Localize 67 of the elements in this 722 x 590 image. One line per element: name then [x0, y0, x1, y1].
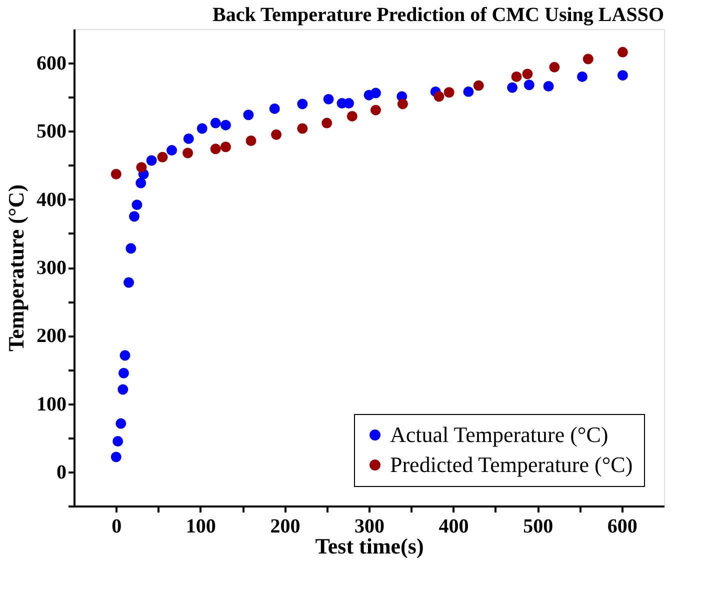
- y-tick-label: 300: [36, 257, 66, 279]
- point: [220, 142, 231, 152]
- point: [126, 243, 136, 254]
- point: [444, 87, 454, 98]
- point: [524, 80, 534, 90]
- point: [370, 88, 381, 98]
- point: [522, 68, 533, 80]
- point: [297, 98, 308, 110]
- point: [549, 62, 560, 72]
- point: [220, 120, 231, 130]
- point: [617, 46, 628, 58]
- x-tick-label: 400: [438, 516, 469, 538]
- x-tick-label: 0: [112, 516, 122, 538]
- point: [196, 123, 208, 134]
- point: [323, 94, 334, 104]
- point: [543, 81, 554, 92]
- point: [397, 98, 408, 110]
- point: [146, 155, 157, 166]
- y-tick-label: 400: [36, 188, 66, 211]
- point: [243, 110, 254, 120]
- point: [210, 118, 221, 128]
- point: [129, 211, 140, 222]
- point: [370, 104, 381, 116]
- point: [434, 91, 444, 102]
- x-tick-label: 100: [186, 516, 216, 538]
- point: [511, 71, 522, 82]
- x-tick-label: 500: [523, 516, 554, 538]
- y-tick-label: 200: [36, 325, 66, 348]
- y-tick-label: 0: [56, 461, 66, 484]
- point: [124, 277, 134, 288]
- point: [157, 152, 168, 162]
- point: [183, 133, 194, 144]
- point: [463, 86, 474, 97]
- point: [246, 136, 256, 146]
- point: [136, 162, 147, 173]
- point: [118, 384, 128, 395]
- chart-title: Back Temperature Prediction of CMC Using LASSO: [212, 4, 664, 26]
- point: [132, 200, 142, 210]
- point: [617, 70, 628, 81]
- point: [166, 145, 178, 156]
- x-tick-label: 600: [607, 516, 638, 538]
- point: [582, 54, 594, 64]
- point: [473, 80, 484, 91]
- point: [346, 110, 358, 122]
- point: [577, 71, 588, 82]
- point: [116, 418, 126, 429]
- point: [271, 129, 282, 140]
- point: [136, 178, 146, 188]
- y-tick-label: 100: [36, 393, 66, 416]
- point: [210, 144, 221, 154]
- point: [269, 103, 280, 114]
- point: [112, 436, 124, 446]
- y-axis-title: Temperature (°C): [4, 184, 28, 352]
- legend-label: Actual Temperature (°C): [390, 422, 608, 447]
- point: [507, 82, 518, 93]
- point: [297, 123, 308, 134]
- point: [110, 452, 122, 462]
- point: [322, 118, 332, 128]
- point: [182, 148, 194, 158]
- point: [118, 368, 129, 378]
- point: [120, 350, 130, 361]
- point: [110, 168, 122, 180]
- legend-label: Predicted Temperature (°C): [390, 452, 633, 477]
- y-tick-label: 600: [36, 52, 66, 75]
- x-tick-label: 200: [270, 516, 300, 538]
- point: [344, 98, 354, 109]
- y-tick-label: 500: [36, 120, 66, 143]
